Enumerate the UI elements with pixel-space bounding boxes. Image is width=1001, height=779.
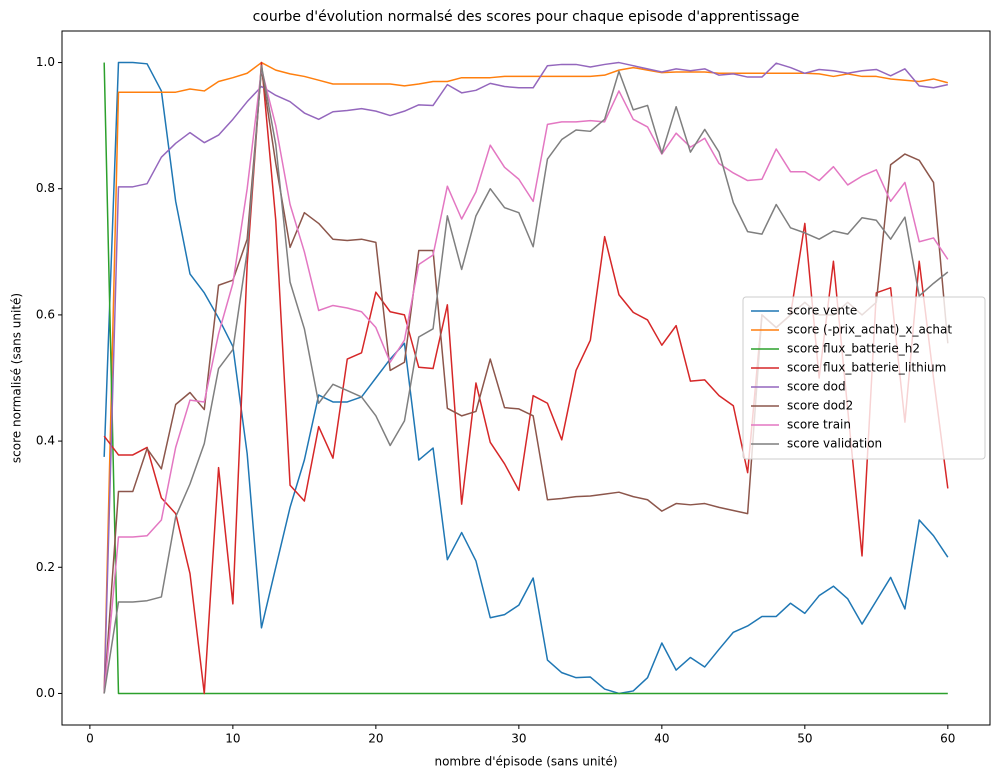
x-tick-label: 20 (368, 732, 383, 746)
series-line (103, 61, 948, 694)
legend-label: score flux_batterie_lithium (787, 361, 946, 375)
legend-label: score dod (787, 380, 846, 394)
series-line (103, 61, 949, 695)
legend-label: score (-prix_achat)_x_achat (787, 323, 952, 337)
legend-label: score train (787, 418, 851, 432)
series-line (103, 61, 949, 695)
plot-frame (61, 30, 991, 726)
y-tick-label: 0.8 (36, 181, 55, 195)
legend-label: score vente (787, 304, 857, 318)
series-line (103, 64, 949, 694)
x-tick-label: 60 (940, 732, 955, 746)
x-axis-label: nombre d'épisode (sans unité) (434, 755, 617, 769)
legend: score vente score (-prix_achat)_x_achatsc… (742, 296, 986, 460)
chart-title: courbe d'évolution normalsé des scores p… (253, 9, 800, 25)
y-tick-label: 0.4 (36, 434, 55, 448)
y-tick-label: 0.0 (36, 686, 55, 700)
legend-label: score dod2 (787, 399, 853, 413)
y-tick-label: 0.6 (36, 307, 55, 321)
y-tick-label: 0.2 (36, 560, 55, 574)
series-line (103, 62, 948, 695)
x-tick-label: 10 (225, 732, 240, 746)
x-tick-label: 40 (654, 732, 669, 746)
legend-box (742, 296, 986, 460)
legend-label: score validation (787, 437, 882, 451)
y-axis-label: score normalisé (sans unité) (10, 293, 24, 463)
x-tick-label: 50 (797, 732, 812, 746)
x-tick-label: 30 (511, 732, 526, 746)
x-tick-label: 0 (86, 732, 94, 746)
series-line (103, 68, 949, 694)
y-tick-label: 1.0 (36, 55, 55, 69)
legend-label: score flux_batterie_h2 (787, 342, 920, 356)
